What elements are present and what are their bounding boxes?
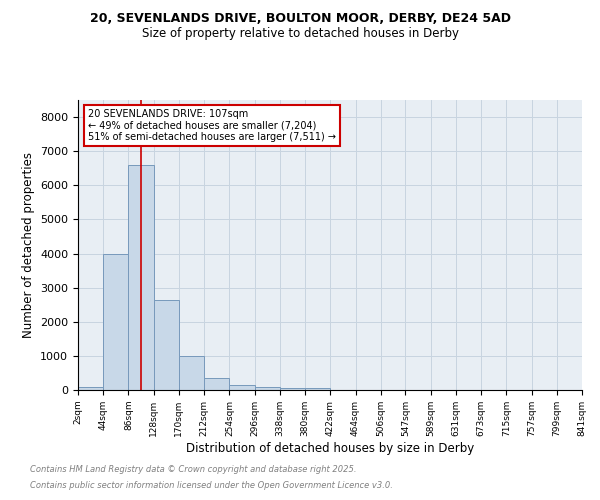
Text: 20, SEVENLANDS DRIVE, BOULTON MOOR, DERBY, DE24 5AD: 20, SEVENLANDS DRIVE, BOULTON MOOR, DERB…: [89, 12, 511, 26]
Bar: [254, 388, 280, 390]
Text: Contains HM Land Registry data © Crown copyright and database right 2025.: Contains HM Land Registry data © Crown c…: [30, 466, 356, 474]
Bar: [305, 388, 331, 390]
Text: Size of property relative to detached houses in Derby: Size of property relative to detached ho…: [142, 28, 458, 40]
Bar: [280, 388, 305, 390]
Bar: [154, 300, 179, 390]
Bar: [179, 356, 204, 390]
Text: Contains public sector information licensed under the Open Government Licence v3: Contains public sector information licen…: [30, 480, 393, 490]
Bar: [229, 385, 254, 390]
Bar: [103, 254, 128, 390]
Bar: [128, 165, 154, 390]
Bar: [204, 378, 229, 390]
Text: 20 SEVENLANDS DRIVE: 107sqm
← 49% of detached houses are smaller (7,204)
51% of : 20 SEVENLANDS DRIVE: 107sqm ← 49% of det…: [88, 108, 336, 142]
Y-axis label: Number of detached properties: Number of detached properties: [22, 152, 35, 338]
X-axis label: Distribution of detached houses by size in Derby: Distribution of detached houses by size …: [186, 442, 474, 454]
Bar: [78, 386, 103, 390]
